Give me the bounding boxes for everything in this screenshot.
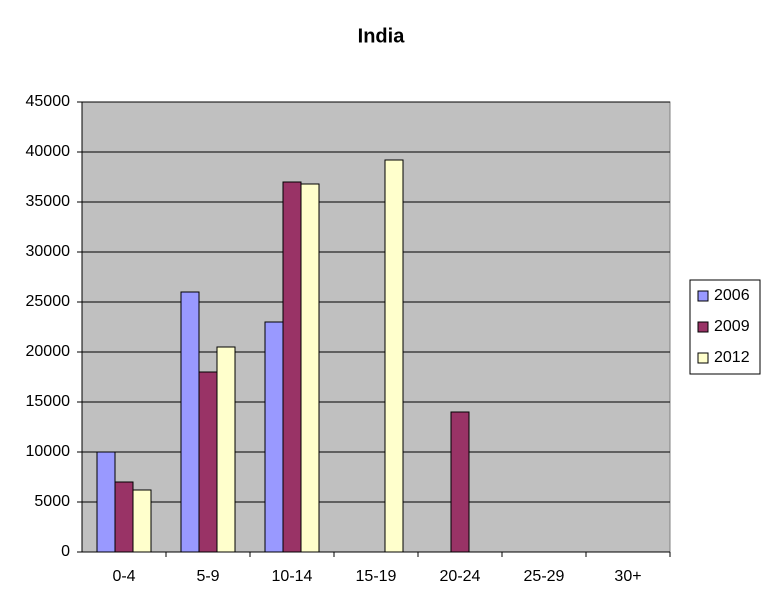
y-tick-label: 30000 [26,243,71,260]
bar [132,489,152,553]
x-tick-label: 15-19 [356,568,397,585]
y-tick-label: 20000 [26,343,71,360]
legend-label: 2012 [714,349,750,366]
bar [114,481,134,553]
legend-label: 2006 [714,287,750,304]
x-tick-label: 25-29 [524,568,565,585]
y-tick-label: 15000 [26,393,71,410]
bar [180,291,200,553]
bar [198,371,218,553]
x-tick-label: 30+ [614,568,641,585]
bar [384,159,404,553]
x-tick-label: 10-14 [272,568,313,585]
y-tick-label: 45000 [26,93,71,110]
bar [216,346,236,553]
chart-title: India [358,25,406,47]
y-tick-label: 40000 [26,143,71,160]
bar [450,411,470,553]
y-tick-label: 35000 [26,193,71,210]
plot-area [81,101,671,553]
y-tick-label: 5000 [34,493,70,510]
y-tick-label: 10000 [26,443,71,460]
bar [300,183,320,553]
y-tick-label: 0 [61,543,70,560]
legend-swatch [697,352,709,364]
x-tick-label: 5-9 [196,568,219,585]
bar [264,321,284,553]
x-tick-label: 0-4 [112,568,135,585]
legend-swatch [697,321,709,333]
bar [96,451,116,553]
legend-swatch [697,290,709,302]
legend-label: 2009 [714,318,750,335]
x-tick-label: 20-24 [440,568,481,585]
y-tick-label: 25000 [26,293,71,310]
bar [282,181,302,553]
